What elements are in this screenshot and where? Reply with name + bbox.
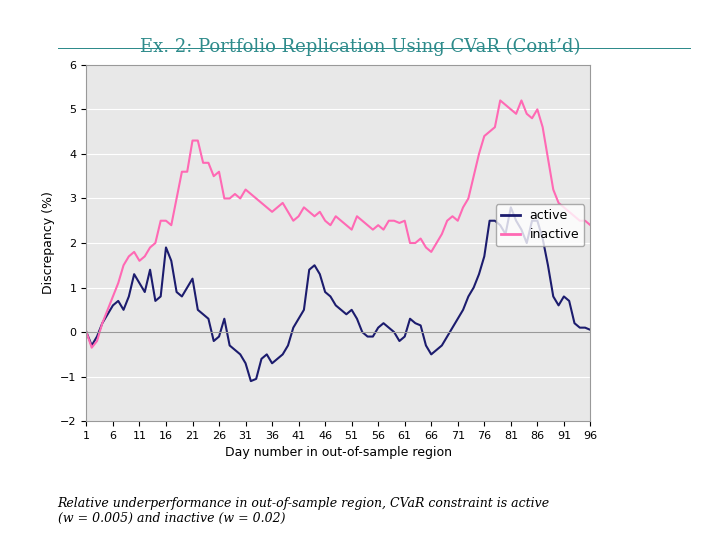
active xyxy=(82,329,91,335)
active xyxy=(246,378,255,384)
active xyxy=(225,342,234,349)
active xyxy=(554,302,563,309)
active xyxy=(305,267,313,273)
inactive xyxy=(305,208,313,215)
inactive xyxy=(82,329,91,335)
inactive xyxy=(342,222,351,228)
X-axis label: Day number in out-of-sample region: Day number in out-of-sample region xyxy=(225,447,452,460)
Legend: active, inactive: active, inactive xyxy=(496,204,584,246)
inactive xyxy=(496,97,505,104)
active xyxy=(151,298,160,304)
inactive xyxy=(358,218,366,224)
inactive xyxy=(230,191,239,197)
active xyxy=(342,311,351,318)
active xyxy=(506,204,515,211)
Line: inactive: inactive xyxy=(86,100,590,348)
Text: Relative underperformance in out-of-sample region, CVaR constraint is active
(w : Relative underperformance in out-of-samp… xyxy=(58,497,550,525)
Text: Ex. 2: Portfolio Replication Using CVaR (Cont’d): Ex. 2: Portfolio Replication Using CVaR … xyxy=(140,38,580,56)
active xyxy=(358,329,366,335)
inactive xyxy=(87,345,96,351)
inactive xyxy=(586,222,595,228)
inactive xyxy=(156,218,165,224)
active xyxy=(586,327,595,333)
Line: active: active xyxy=(86,207,590,381)
Y-axis label: Discrepancy (%): Discrepancy (%) xyxy=(42,192,55,294)
inactive xyxy=(554,200,563,206)
